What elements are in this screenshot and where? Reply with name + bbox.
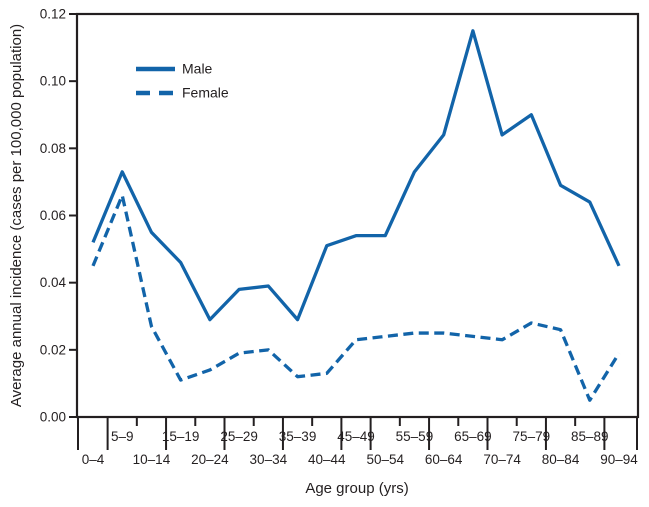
x-tick-label: 80–84 <box>542 452 580 467</box>
x-tick-label: 30–34 <box>250 452 288 467</box>
legend-male-label: Male <box>182 61 213 77</box>
x-tick-label: 25–29 <box>220 429 258 444</box>
x-tick-label: 65–69 <box>454 429 492 444</box>
x-tick-label: 85–89 <box>571 429 609 444</box>
y-tick-label: 0.06 <box>40 208 66 223</box>
x-tick-label: 70–74 <box>483 452 521 467</box>
y-tick-label: 0.04 <box>40 275 67 290</box>
x-axis-title: Age group (yrs) <box>305 480 408 497</box>
x-tick-label: 0–4 <box>82 452 105 467</box>
series-female-line <box>91 193 621 402</box>
plot-area: 0.00 0.02 0.04 0.06 0.08 0.10 0.12 0–4 5–9 10–14 1… <box>40 7 640 467</box>
x-tick-label: 35–39 <box>279 429 317 444</box>
y-tick-label: 0.00 <box>40 410 66 425</box>
x-tick-label: 10–14 <box>133 452 171 467</box>
x-tick-label: 60–64 <box>425 452 463 467</box>
y-tick-label: 0.02 <box>40 342 66 357</box>
x-tick-label: 55–59 <box>396 429 434 444</box>
y-tick-label: 0.10 <box>40 74 66 89</box>
x-tick-label: 15–19 <box>162 429 200 444</box>
x-tick-label: 40–44 <box>308 452 346 467</box>
legend: Male Female <box>136 61 229 101</box>
x-tick-label: 5–9 <box>111 429 134 444</box>
x-tick-label: 90–94 <box>600 452 638 467</box>
x-tick-label: 75–79 <box>513 429 551 444</box>
y-tick-label: 0.08 <box>40 141 66 156</box>
x-tick-label: 50–54 <box>366 452 404 467</box>
x-tick-label: 45–49 <box>337 429 375 444</box>
y-tick-label: 0.12 <box>40 7 66 22</box>
x-tick-label: 20–24 <box>191 452 229 467</box>
y-axis-title: Average annual incidence (cases per 100,… <box>8 24 25 407</box>
legend-female-label: Female <box>182 85 229 101</box>
series-male-line <box>91 29 621 322</box>
plot-border <box>75 12 640 419</box>
